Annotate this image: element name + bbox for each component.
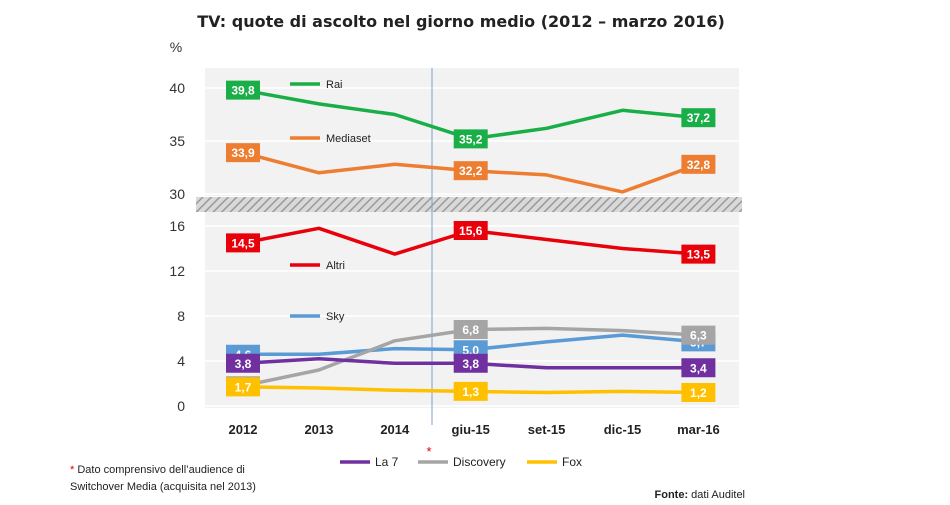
data-label-box — [681, 244, 716, 264]
source-note: Fonte: dati Auditel — [655, 489, 745, 501]
data-label: 37,2 — [687, 111, 711, 125]
data-labels: 39,835,237,233,932,232,814,515,613,54,65… — [226, 80, 716, 402]
data-label-box — [226, 143, 260, 163]
data-label-box — [681, 358, 716, 378]
data-label: 33,9 — [231, 146, 255, 160]
legend-label: Mediaset — [326, 133, 371, 145]
inline-legend: Rai Mediaset Altri Sky — [290, 79, 371, 323]
x-tick-label: 2014 — [380, 422, 410, 437]
data-label: 1,2 — [690, 386, 707, 400]
y-tick-label: 35 — [169, 133, 185, 149]
data-label-box — [681, 383, 716, 402]
footnote-star: * — [70, 464, 75, 476]
x-tick-label: 2013 — [304, 422, 333, 437]
legend-label: Fox — [562, 455, 582, 469]
legend-label: Altri — [326, 260, 345, 272]
footnote-text: Dato comprensivo dell’audience di — [74, 464, 245, 476]
x-tick-labels: 2012 2013 2014 giu-15 set-15 dic-15 mar-16 — [229, 422, 720, 437]
legend-star: * — [426, 444, 431, 459]
y-tick-labels: 30 35 40 0 4 8 12 16 — [169, 80, 185, 414]
data-label-box — [681, 325, 716, 345]
chart-title: TV: quote di ascolto nel giorno medio (2… — [197, 12, 725, 31]
data-label: 6,8 — [462, 323, 479, 337]
y-tick-label: 30 — [169, 186, 185, 202]
axis-break-band — [196, 197, 742, 212]
y-tick-label: 8 — [177, 308, 185, 324]
legend-label: Sky — [326, 311, 345, 323]
data-label-box — [453, 381, 488, 401]
data-label: 35,2 — [459, 132, 483, 146]
bottom-legend: La 7 Discovery * Fox — [340, 444, 582, 469]
data-label-box — [226, 353, 260, 373]
data-label: 15,6 — [459, 224, 483, 238]
data-label-box — [226, 233, 260, 253]
x-tick-label: mar-16 — [677, 422, 720, 437]
data-label: 1,3 — [462, 385, 479, 399]
y-axis-unit: % — [170, 39, 182, 55]
data-label-box — [681, 154, 716, 174]
data-label: 39,8 — [231, 84, 255, 98]
data-label-box — [453, 129, 488, 149]
data-label-box — [453, 161, 488, 181]
footnote: * Dato comprensivo dell’audience di Swit… — [70, 462, 256, 496]
data-label-box — [226, 80, 260, 100]
legend-label: Discovery — [453, 455, 506, 469]
source-label: Fonte: — [654, 489, 689, 501]
y-tick-label: 16 — [169, 218, 185, 234]
data-label-box — [453, 353, 488, 373]
x-tick-label: dic-15 — [604, 422, 642, 437]
y-tick-label: 4 — [177, 353, 185, 369]
data-label: 14,5 — [231, 236, 255, 250]
x-tick-label: giu-15 — [452, 422, 490, 437]
legend-label: Rai — [326, 79, 343, 91]
x-tick-label: set-15 — [528, 422, 566, 437]
data-label: 6,3 — [690, 329, 707, 343]
legend-label: La 7 — [375, 455, 399, 469]
data-label: 32,2 — [459, 164, 483, 178]
footnote-text-2: Switchover Media (acquisita nel 2013) — [70, 481, 256, 493]
source-text: dati Auditel — [688, 489, 745, 501]
data-label: 3,8 — [462, 357, 479, 371]
data-label: 1,7 — [235, 380, 252, 394]
x-tick-label: 2012 — [229, 422, 258, 437]
data-label-box — [226, 377, 260, 397]
data-label: 32,8 — [687, 158, 711, 172]
y-tick-label: 40 — [169, 80, 185, 96]
data-label: 3,4 — [690, 361, 707, 375]
y-tick-label: 12 — [169, 263, 185, 279]
data-label: 3,8 — [235, 357, 252, 371]
data-label-box — [453, 320, 488, 339]
y-tick-label: 0 — [177, 398, 185, 414]
data-label-box — [681, 108, 716, 128]
data-label-box — [453, 221, 488, 240]
data-label: 13,5 — [687, 248, 711, 262]
